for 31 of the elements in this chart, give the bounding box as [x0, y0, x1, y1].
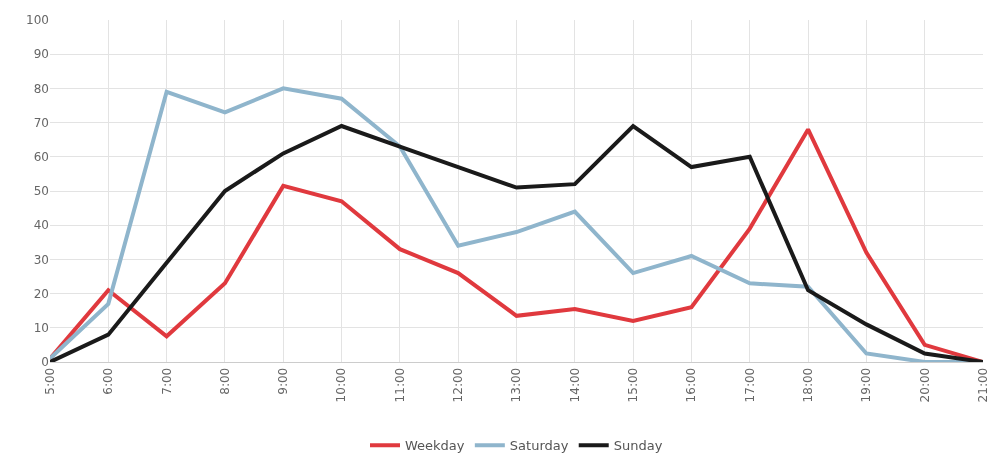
y-tick-label: 50	[33, 184, 49, 199]
x-tick-label: 17:00	[742, 367, 757, 403]
x-tick-label: 16:00	[684, 367, 699, 403]
x-tick-label: 5:00	[42, 367, 57, 395]
y-tick-label: 100	[26, 13, 49, 28]
x-tick-label: 12:00	[451, 367, 466, 403]
y-tick-label: 20	[33, 286, 49, 301]
x-tick-label: 21:00	[975, 367, 990, 403]
x-tick-label: 18:00	[800, 367, 815, 403]
x-tick-label: 9:00	[276, 367, 291, 395]
x-tick-label: 14:00	[567, 367, 582, 403]
x-tick-label: 13:00	[509, 367, 524, 403]
x-tick-label: 11:00	[392, 367, 407, 403]
y-tick-label: 70	[33, 115, 49, 130]
x-tick-label: 20:00	[917, 367, 932, 403]
y-tick-label: 90	[33, 47, 49, 62]
y-tick-label: 60	[33, 150, 49, 164]
legend-label: Weekday	[405, 438, 465, 454]
x-tick-label: 19:00	[859, 367, 874, 403]
y-tick-label: 0	[41, 355, 49, 370]
x-tick-label: 15:00	[626, 367, 641, 403]
x-tick-label: 8:00	[217, 367, 232, 395]
legend-label: Saturday	[509, 438, 569, 454]
x-tick-label: 6:00	[101, 367, 116, 395]
x-tick-label: 7:00	[159, 367, 174, 395]
y-tick-label: 10	[33, 321, 49, 335]
y-tick-label: 80	[33, 81, 49, 96]
y-tick-label: 30	[33, 252, 49, 267]
legend-label: Sunday	[613, 438, 663, 454]
y-tick-label: 40	[33, 218, 49, 233]
x-tick-label: 10:00	[334, 367, 349, 403]
